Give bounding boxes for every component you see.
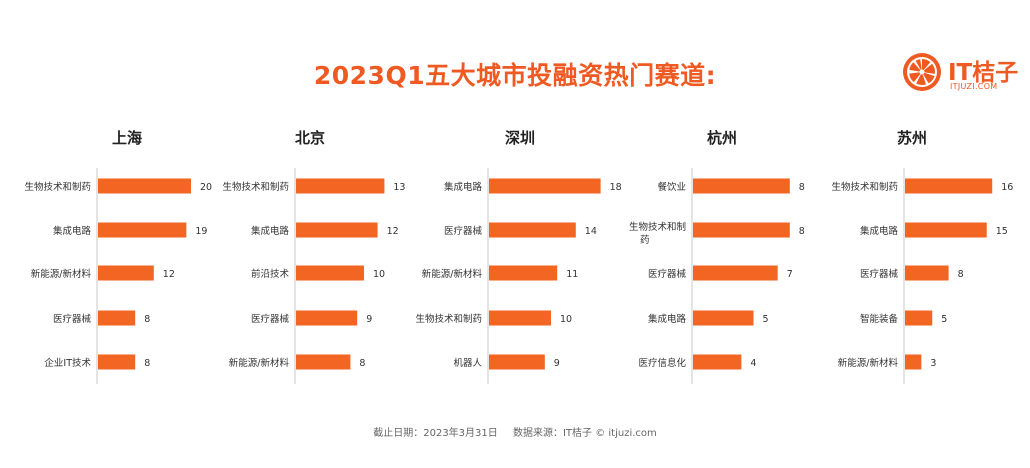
value-label: 12	[387, 226, 399, 237]
category-label: 医疗器械	[53, 313, 92, 325]
value-label: 10	[373, 269, 385, 280]
category-label: 生物技术和制药	[24, 181, 91, 193]
bar	[489, 265, 558, 281]
value-label: 18	[610, 182, 622, 193]
value-label: 5	[763, 314, 769, 325]
value-label: 8	[799, 226, 805, 237]
category-label: 新能源/新材料	[229, 357, 290, 369]
category-label: 机器人	[453, 357, 482, 369]
bar	[489, 178, 601, 194]
city-title: 深圳	[505, 129, 535, 147]
logo-domain-text: ITJUZI.COM	[950, 82, 998, 91]
bar	[693, 178, 790, 194]
category-label: 新能源/新材料	[31, 268, 92, 280]
orange-slice-icon	[903, 53, 941, 91]
bar	[98, 265, 154, 281]
brand-logo: IT桔子 ITJUZI.COM	[902, 50, 1020, 100]
bar	[296, 310, 358, 326]
bar	[905, 310, 933, 326]
bar	[905, 265, 949, 281]
category-label: 前沿技术	[251, 268, 290, 280]
bar	[98, 178, 191, 194]
city-title: 北京	[295, 129, 325, 147]
footer-source: 数据来源：IT桔子 © itjuzi.com	[512, 428, 657, 439]
value-label: 20	[200, 182, 212, 193]
bar	[693, 310, 754, 326]
bar	[98, 222, 187, 238]
category-label: 生物技术和制药	[831, 181, 898, 193]
city-title: 上海	[112, 129, 142, 147]
bar	[296, 354, 351, 370]
bar	[489, 222, 576, 238]
category-label: 企业IT技术	[44, 357, 91, 369]
category-label: 集成电路	[53, 225, 92, 237]
category-label: 医疗信息化	[638, 357, 686, 369]
value-label: 4	[750, 358, 756, 369]
category-label: 医疗器械	[860, 268, 899, 280]
category-label: 餐饮业	[657, 181, 686, 193]
value-label: 10	[560, 314, 572, 325]
bar	[296, 222, 378, 238]
category-label: 医疗器械	[648, 268, 687, 280]
category-label: 智能装备	[860, 313, 899, 325]
footer-cutoff-date: 截止日期：2023年3月31日	[373, 428, 498, 439]
value-label: 8	[359, 358, 365, 369]
value-label: 9	[554, 358, 560, 369]
value-label: 16	[1001, 182, 1013, 193]
bar	[489, 354, 545, 370]
category-label: 医疗器械	[444, 225, 483, 237]
category-label: 集成电路	[648, 313, 687, 325]
category-label: 集成电路	[860, 225, 899, 237]
category-label: 医疗器械	[251, 313, 290, 325]
bar	[693, 354, 742, 370]
bar	[98, 354, 136, 370]
value-label: 15	[996, 226, 1008, 237]
value-label: 3	[930, 358, 936, 369]
value-label: 8	[144, 358, 150, 369]
category-label: 生物技术和制药	[629, 221, 686, 246]
bar	[489, 310, 551, 326]
page-title: 2023Q1五大城市投融资热门赛道:	[313, 61, 717, 90]
bar	[98, 310, 136, 326]
bar	[693, 265, 778, 281]
category-label: 集成电路	[444, 181, 483, 193]
value-label: 7	[787, 269, 793, 280]
value-label: 8	[799, 182, 805, 193]
bar	[693, 222, 790, 238]
value-label: 13	[393, 182, 405, 193]
value-label: 11	[566, 269, 578, 280]
category-label: 集成电路	[251, 225, 290, 237]
bar	[905, 178, 993, 194]
bar	[905, 354, 922, 370]
value-label: 12	[163, 269, 175, 280]
value-label: 19	[195, 226, 207, 237]
category-label: 生物技术和制药	[415, 313, 482, 325]
city-title: 苏州	[897, 129, 927, 147]
value-label: 5	[941, 314, 947, 325]
value-label: 14	[585, 226, 597, 237]
bar	[296, 178, 385, 194]
value-label: 9	[366, 314, 372, 325]
bar	[296, 265, 364, 281]
value-label: 8	[958, 269, 964, 280]
category-label: 新能源/新材料	[422, 268, 483, 280]
value-label: 8	[144, 314, 150, 325]
bar	[905, 222, 987, 238]
logo-brand-text: IT桔子	[948, 60, 1019, 86]
city-title: 杭州	[707, 129, 737, 147]
category-label: 新能源/新材料	[838, 357, 899, 369]
footer: 截止日期：2023年3月31日 数据来源：IT桔子 © itjuzi.com	[0, 424, 1030, 439]
category-label: 生物技术和制药	[222, 181, 289, 193]
